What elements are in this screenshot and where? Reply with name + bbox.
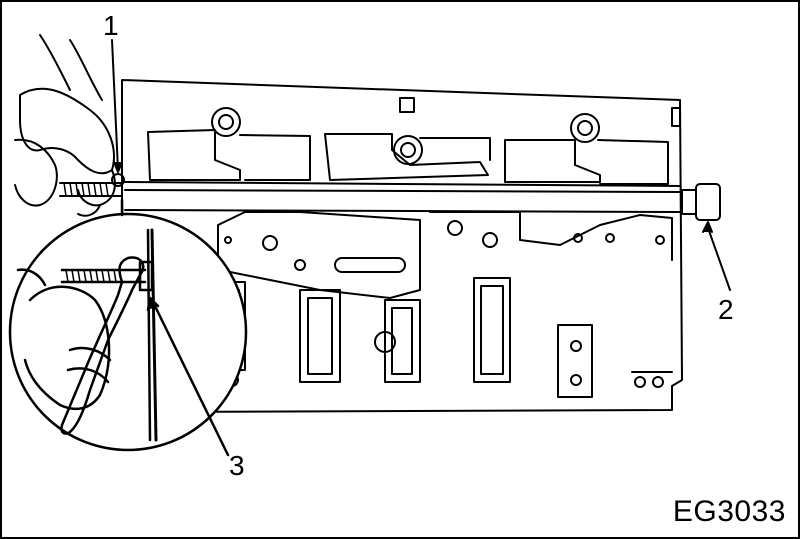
leader-2 <box>707 227 731 291</box>
upper-pocket-2 <box>324 133 489 181</box>
lower-pocket-4 <box>473 277 511 383</box>
hand-upper <box>19 87 115 175</box>
top-rail <box>124 189 681 193</box>
top-boss-3 <box>570 113 600 143</box>
leader-3 <box>150 298 230 457</box>
figure-code: EG3033 <box>672 495 786 528</box>
leader-1 <box>111 39 119 171</box>
callout-1: 1 <box>103 10 119 41</box>
detail-inset <box>8 212 248 452</box>
wrench <box>60 256 145 435</box>
callout-3: 3 <box>229 450 245 481</box>
lower-pocket-2 <box>299 289 341 383</box>
lower-pocket-3 <box>384 299 421 383</box>
top-boss-2 <box>393 135 423 165</box>
hand-wrench <box>23 285 111 411</box>
callout-2: 2 <box>718 294 734 325</box>
slot <box>334 257 406 273</box>
top-boss-1 <box>211 107 241 137</box>
bracket <box>557 324 593 398</box>
upper-pocket-3 <box>504 139 601 183</box>
